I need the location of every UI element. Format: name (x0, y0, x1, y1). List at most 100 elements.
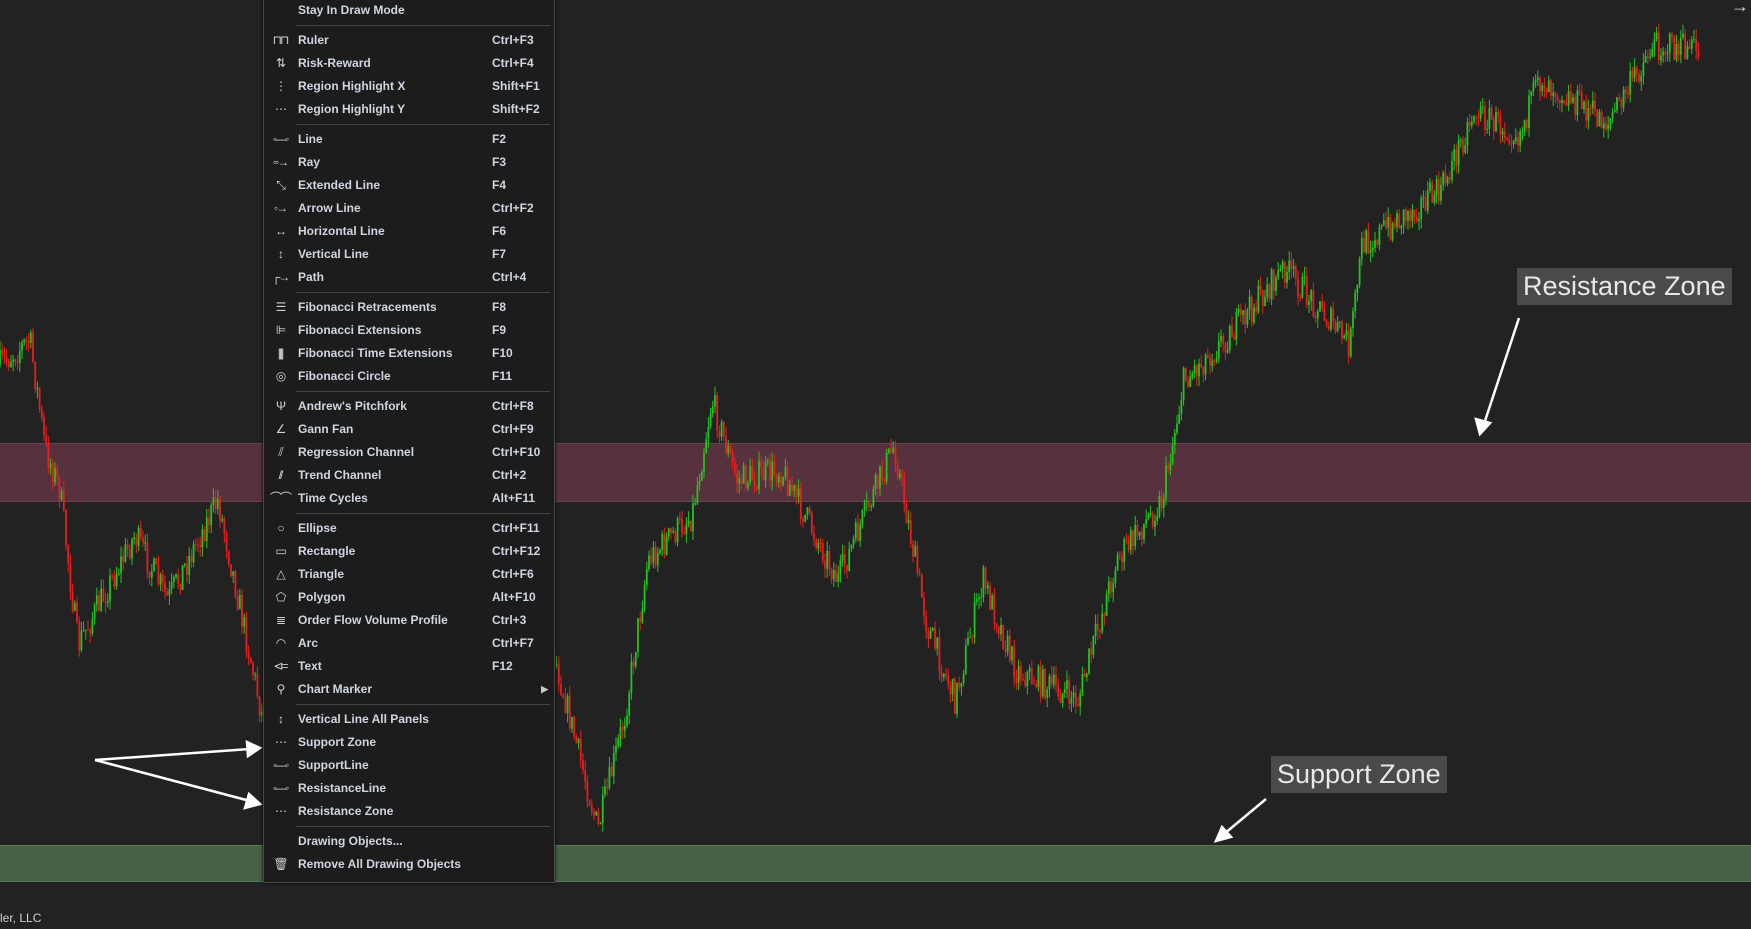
candle-body (714, 395, 716, 407)
candle-body (25, 339, 28, 341)
candle-body (566, 695, 569, 714)
candle-body (1374, 240, 1376, 248)
candle-body (685, 524, 688, 534)
menu-item-shortcut: F2 (492, 132, 507, 146)
menu-item-ruler[interactable]: ⊓⊓ Ruler Ctrl+F3 (264, 29, 554, 52)
candle-body (32, 332, 34, 362)
menu-item-supportline[interactable]: ◦—◦ SupportLine (264, 754, 554, 777)
menu-item-andrew-s-pitchfork[interactable]: Ψ Andrew's Pitchfork Ctrl+F8 (264, 395, 554, 418)
candle-body (1220, 336, 1222, 341)
candle-body (568, 695, 571, 729)
candle-body (260, 711, 263, 716)
candle-body (597, 811, 600, 824)
menu-item-gann-fan[interactable]: ∠ Gann Fan Ctrl+F9 (264, 418, 554, 441)
menu-item-arrow-line[interactable]: ◦→ Arrow Line Ctrl+F2 (264, 197, 554, 220)
candle-body (676, 518, 679, 543)
menu-item-label: Ray (298, 155, 321, 169)
candle-body (700, 472, 703, 481)
candle-body (749, 466, 752, 483)
menu-item-rectangle[interactable]: ▭ Rectangle Ctrl+F12 (264, 540, 554, 563)
vertical-line-icon: ↕ (278, 712, 284, 726)
candle-body (1530, 91, 1533, 96)
candle-body (1649, 57, 1651, 59)
candle-body (1088, 648, 1090, 674)
candle-body (929, 630, 932, 639)
candle-body (1385, 220, 1387, 228)
candle-body (1673, 36, 1676, 60)
menu-item-order-flow-volume-profile[interactable]: ≣ Order Flow Volume Profile Ctrl+3 (264, 609, 554, 632)
menu-item-vertical-line[interactable]: ↕ Vertical Line F7 (264, 243, 554, 266)
menu-item-ray[interactable]: ◦◦→ Ray F3 (264, 151, 554, 174)
menu-item-triangle[interactable]: △ Triangle Ctrl+F6 (264, 563, 554, 586)
candle-body (12, 359, 15, 363)
menu-item-drawing-objects[interactable]: Drawing Objects... (264, 830, 554, 853)
menu-item-arc[interactable]: ◠ Arc Ctrl+F7 (264, 632, 554, 655)
candle-body (1382, 220, 1385, 226)
arrow-right-icon[interactable]: → (1731, 0, 1749, 16)
candle-body (830, 569, 833, 580)
menu-item-remove-all-drawing-objects[interactable]: 🗑 Remove All Drawing Objects (264, 853, 554, 876)
menu-item-support-zone[interactable]: ⋯ Support Zone (264, 731, 554, 754)
menu-item-label: Support Zone (298, 735, 376, 749)
candle-body (1338, 321, 1341, 323)
candle-body (797, 488, 800, 497)
candle-body (1004, 648, 1007, 652)
candle-body (1140, 531, 1143, 540)
candle-body (34, 361, 37, 390)
candle-body (630, 661, 633, 694)
menu-item-label: Polygon (298, 590, 346, 604)
menu-separator (296, 704, 550, 705)
menu-item-regression-channel[interactable]: ⫽ Regression Channel Ctrl+F10 (264, 441, 554, 464)
menu-item-chart-marker[interactable]: ⚲ Chart Marker ▶ (264, 678, 554, 701)
menu-item-time-cycles[interactable]: ⌒⌒ Time Cycles Alt+F11 (264, 487, 554, 510)
candle-body (1429, 182, 1431, 191)
menu-item-vertical-line-all-panels[interactable]: ↕ Vertical Line All Panels (264, 708, 554, 731)
candle-body (65, 510, 67, 546)
menu-item-fibonacci-extensions[interactable]: ⊫ Fibonacci Extensions F9 (264, 319, 554, 342)
menu-item-region-highlight-y[interactable]: ⋯ Region Highlight Y Shift+F2 (264, 98, 554, 121)
candle-body (1162, 498, 1165, 508)
gann-fan-icon: ∠ (275, 422, 287, 436)
candle-body (612, 752, 615, 777)
candle-body (227, 551, 230, 565)
candle-body (133, 537, 136, 540)
candle-body (725, 435, 727, 454)
menu-item-text[interactable]: ⊲= Text F12 (264, 655, 554, 678)
candle-body (21, 342, 23, 351)
candle-body (1550, 80, 1552, 97)
candle-body (716, 395, 719, 431)
menu-item-fibonacci-circle[interactable]: ◎ Fibonacci Circle F11 (264, 365, 554, 388)
menu-item-region-highlight-x[interactable]: ⋮ Region Highlight X Shift+F1 (264, 75, 554, 98)
menu-item-fibonacci-time-extensions[interactable]: |||| Fibonacci Time Extensions F10 (264, 342, 554, 365)
menu-item-stay-in-draw-mode[interactable]: Stay In Draw Mode (264, 0, 554, 22)
menu-item-risk-reward[interactable]: ⇅ Risk-Reward Ctrl+F4 (264, 52, 554, 75)
candle-body (1431, 182, 1434, 203)
candle-body (835, 570, 837, 582)
candle-body (579, 738, 582, 761)
menu-item-resistance-zone[interactable]: ⋯ Resistance Zone (264, 800, 554, 823)
menu-item-path[interactable]: ┌→ Path Ctrl+4 (264, 266, 554, 289)
menu-item-shortcut: F6 (492, 224, 507, 238)
menu-item-fibonacci-retracements[interactable]: ☰ Fibonacci Retracements F8 (264, 296, 554, 319)
menu-item-resistanceline[interactable]: ◦—◦ ResistanceLine (264, 777, 554, 800)
candle-body (166, 591, 169, 596)
menu-item-polygon[interactable]: ⬠ Polygon Alt+F10 (264, 586, 554, 609)
candle-body (593, 811, 595, 816)
menu-item-horizontal-line[interactable]: ↔ Horizontal Line F6 (264, 220, 554, 243)
candle-body (617, 738, 620, 746)
support-arrow[interactable] (1223, 798, 1267, 835)
candle-body (898, 473, 901, 478)
resistance-arrow[interactable] (1482, 317, 1521, 425)
menu-item-ellipse[interactable]: ○ Ellipse Ctrl+F11 (264, 517, 554, 540)
candle-body (1114, 570, 1117, 583)
menu-item-line[interactable]: ◦—◦ Line F2 (264, 128, 554, 151)
candle-body (1121, 556, 1123, 563)
candle-body (883, 478, 886, 482)
menu-item-trend-channel[interactable]: // Trend Channel Ctrl+2 (264, 464, 554, 487)
candle-body (1589, 108, 1592, 110)
candle-body (1629, 70, 1632, 95)
menu-item-extended-line[interactable]: ⤡ Extended Line F4 (264, 174, 554, 197)
candle-body (907, 519, 910, 524)
candle-body (661, 534, 664, 550)
